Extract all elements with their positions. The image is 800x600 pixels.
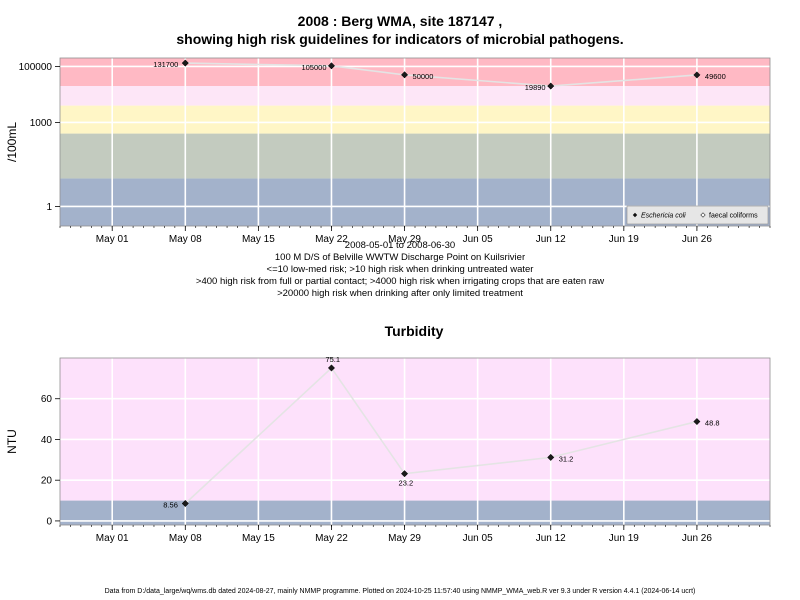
title-line-2: showing high risk guidelines for indicat… (176, 31, 624, 47)
x-tick-label: Jun 26 (682, 533, 712, 544)
chart-panel-2: May 01 May 08 May 15 May 22 May 29 Jun 05 Jun … (5, 323, 771, 544)
data-label: 19890 (525, 83, 546, 92)
data-label: 131700 (153, 60, 178, 69)
x-tick-label: May 01 (96, 234, 129, 245)
title-line-1: 2008 : Berg WMA, site 187147 , (297, 13, 503, 29)
chart-panel-1: May 01 May 08 May 15 May 22 May 29 Jun 05 Jun … (5, 57, 771, 245)
x-tick-label: May 08 (169, 533, 202, 544)
data-point (693, 417, 701, 426)
data-label: 49600 (705, 72, 726, 81)
caption-risk-drinking: <=10 low-med risk; >10 high risk when dr… (266, 264, 534, 275)
data-label: 23.2 (399, 479, 414, 488)
x-tick-label: May 22 (315, 234, 348, 245)
risk-band-2 (60, 133, 770, 179)
x-tick-label: Jun 05 (463, 533, 493, 544)
risk-band-2 (60, 358, 770, 501)
data-label: 48.8 (705, 419, 720, 428)
legend-label: faecal coliforms (709, 213, 758, 220)
data-point (327, 62, 336, 70)
y-axis-title: NTU (5, 429, 19, 454)
legend-box (626, 205, 769, 225)
x-tick-label: May 08 (169, 234, 202, 245)
caption-risk-treatment: >20000 high risk when drinking after onl… (277, 288, 523, 299)
x-tick-label: Jun 19 (609, 234, 639, 245)
x-tick-label: May 29 (388, 533, 421, 544)
risk-band-4 (60, 86, 770, 106)
caption-date-range: 2008-05-01 to 2008-06-30 (344, 240, 456, 251)
data-label: 50000 (413, 72, 434, 81)
data-point (181, 59, 189, 67)
caption-risk-contact: >400 high risk from full or partial cont… (195, 276, 605, 287)
x-tick-label: Jun 26 (682, 234, 712, 245)
y-tick-label: 1 (46, 202, 52, 213)
panel-title: Turbidity (385, 323, 444, 339)
x-tick-label: May 15 (242, 234, 275, 245)
footer-note: Data from D:/data_large/wq/wms.db dated … (104, 588, 696, 595)
risk-band-3 (60, 105, 770, 134)
data-label: 31.2 (559, 454, 574, 463)
risk-band-5 (60, 58, 770, 86)
legend-marker-filled (632, 212, 638, 218)
y-tick-label: 60 (41, 394, 53, 405)
data-label: 8.56 (163, 500, 178, 509)
x-tick-label: May 15 (242, 533, 275, 544)
y-tick-label: 20 (41, 476, 53, 487)
x-tick-label: Jun 12 (536, 234, 566, 245)
legend-label: Eschericia coli (641, 213, 686, 220)
x-tick-label: May 01 (96, 533, 129, 544)
data-label: 105000 (301, 63, 326, 72)
legend-marker-open (700, 212, 706, 218)
y-tick-label: 40 (41, 435, 53, 446)
data-point (181, 499, 189, 508)
x-tick-label: Jun 05 (463, 234, 493, 245)
caption-site-description: 100 M D/S of Belville WWTW Discharge Poi… (274, 252, 526, 263)
data-point (401, 71, 409, 79)
y-axis-title: /100mL (5, 122, 19, 162)
y-tick-label: 100000 (19, 62, 53, 73)
data-point (693, 71, 701, 79)
data-label: 75.1 (325, 355, 340, 364)
data-point (401, 470, 409, 478)
x-tick-label: May 22 (315, 533, 348, 544)
data-point (547, 453, 555, 461)
legend: Eschericia coli faecal coliforms (626, 205, 769, 225)
x-tick-label: May 29 (388, 234, 421, 245)
y-tick-label: 0 (46, 516, 52, 527)
data-point (327, 364, 336, 372)
x-tick-label: Jun 12 (536, 533, 566, 544)
data-point (547, 82, 555, 90)
x-tick-label: Jun 19 (609, 533, 639, 544)
y-tick-label: 1000 (30, 118, 53, 129)
